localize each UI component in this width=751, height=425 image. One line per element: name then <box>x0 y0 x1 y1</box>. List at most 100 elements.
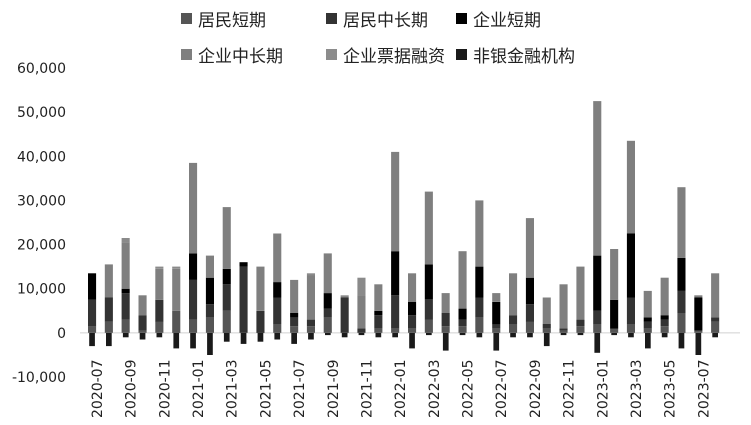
bar-segment-negative <box>661 332 668 338</box>
bar-segment <box>88 273 97 300</box>
bar-segment <box>323 293 332 309</box>
bar-segment <box>559 328 568 331</box>
y-tick-label: 60,000 <box>17 61 66 77</box>
bar-segment <box>273 233 282 283</box>
bar-segment <box>104 264 113 298</box>
bar-segment-negative <box>510 332 516 338</box>
y-tick-label: -10,000 <box>12 370 66 386</box>
x-axis: 2020-07 2020-09 2020-11 2021-01 2021-03 2021-… <box>90 360 712 419</box>
bar-segment <box>525 277 534 305</box>
bar-segment <box>374 284 383 311</box>
bar-segment <box>121 293 130 320</box>
bar-segment <box>357 295 366 329</box>
bar-segment <box>138 295 147 316</box>
bar-segment <box>677 290 686 313</box>
bar-segment <box>256 310 265 333</box>
bar-segment <box>104 321 113 333</box>
bar-segment <box>155 268 164 300</box>
legend-item-4: 企业中长期 <box>181 42 283 67</box>
bar-segment <box>205 304 214 318</box>
bar-segment <box>340 295 349 298</box>
bar-segment <box>694 295 703 298</box>
y-tick-label: 20,000 <box>17 238 66 254</box>
bar-segment <box>121 242 130 289</box>
bar-segment <box>205 317 214 333</box>
x-tick-label: 2021-07 <box>292 360 308 419</box>
bar-segment <box>323 253 332 294</box>
bar-segment-negative <box>308 332 314 340</box>
bar-segment <box>593 310 602 324</box>
bar-segment <box>593 255 602 311</box>
bar-segment-negative <box>106 332 112 347</box>
bar-segment <box>306 319 315 327</box>
bar-segment <box>290 313 299 318</box>
bar-segment <box>660 315 669 320</box>
bar-segment-negative <box>341 332 348 338</box>
bar-segment <box>475 297 484 318</box>
bar-segment-negative <box>493 332 500 351</box>
bar-segment <box>239 266 248 333</box>
bar-segment <box>610 249 619 300</box>
bar-segment-negative <box>426 332 432 336</box>
x-tick-label: 2020-07 <box>90 360 106 419</box>
bar-segment <box>694 297 703 331</box>
bar-segment-negative <box>543 332 550 347</box>
bar-segment <box>559 284 568 329</box>
bar-segment <box>391 295 400 329</box>
bar-segment <box>391 251 400 296</box>
bar-segment <box>306 273 315 276</box>
bar-segment-negative <box>156 332 163 338</box>
bar-segment <box>424 264 433 300</box>
legend-item-1: 居民短期 <box>181 6 266 31</box>
bar-segment-negative <box>89 332 95 347</box>
bar-segment <box>222 284 231 311</box>
legend-swatch-2 <box>326 13 337 24</box>
legend-label-3: 企业短期 <box>473 11 541 31</box>
bar-segment <box>374 310 383 316</box>
x-tick-label: 2021-11 <box>360 360 376 419</box>
bar-segment-negative <box>645 332 651 349</box>
bar-segment <box>104 297 113 322</box>
bar-segment-negative <box>392 332 398 338</box>
bar-segment <box>643 328 652 333</box>
bar-segment <box>290 317 299 327</box>
bar-segment <box>408 315 417 329</box>
bar-segment-negative <box>274 332 281 340</box>
bar-segment <box>172 266 181 269</box>
bar-segment <box>458 326 467 333</box>
legend-item-5: 企业票据融资 <box>326 42 445 67</box>
x-tick-label: 2021-01 <box>191 360 207 419</box>
bar-segment-negative <box>139 332 146 340</box>
y-axis: 60,000 50,000 40,000 30,000 20,000 10,000 0 -10… <box>12 61 66 386</box>
bar-segment <box>711 317 720 322</box>
x-tick-label: 2022-01 <box>393 360 409 419</box>
bar-segment <box>576 319 585 327</box>
x-tick-label: 2023-01 <box>595 360 611 419</box>
x-tick-label: 2022-05 <box>461 360 477 419</box>
bar-segment <box>273 282 282 298</box>
legend-swatch-5 <box>326 49 337 60</box>
bar-segment-negative <box>678 332 685 349</box>
bar-segment <box>121 238 130 243</box>
bar-segment <box>458 308 467 320</box>
bar-segment <box>121 288 130 294</box>
bar-segment-negative <box>476 332 483 338</box>
bar-segment <box>525 304 534 322</box>
bar-segment <box>391 328 400 333</box>
x-tick-label: 2021-09 <box>326 360 342 419</box>
bar-segment <box>88 326 97 333</box>
bar-segment <box>492 302 501 325</box>
bar-segment <box>626 140 635 234</box>
bar-segment <box>660 326 669 333</box>
legend-label-4: 企业中长期 <box>198 47 283 67</box>
bar-segment <box>677 187 686 258</box>
bar-segment <box>357 328 366 333</box>
bar-segment <box>424 299 433 320</box>
bar-segment <box>542 324 551 329</box>
bar-segment <box>306 275 315 320</box>
legend-label-6: 非银金融机构 <box>473 47 575 67</box>
bar-segment <box>593 101 602 256</box>
bar-segment <box>408 328 417 333</box>
bar-segment <box>256 266 265 311</box>
bar-segment <box>542 328 551 333</box>
